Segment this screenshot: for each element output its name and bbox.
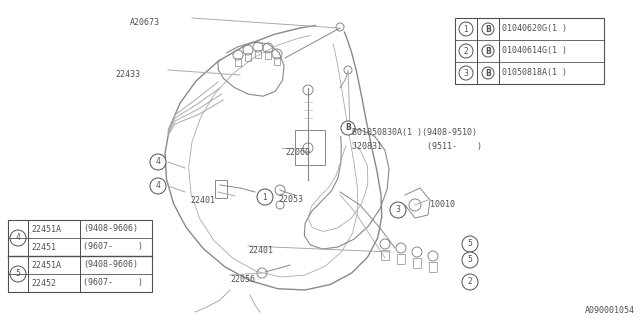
Text: 22056: 22056 <box>230 275 255 284</box>
Text: 22401: 22401 <box>248 246 273 255</box>
Bar <box>429 262 437 272</box>
Bar <box>397 254 405 264</box>
Text: A20673: A20673 <box>130 18 160 27</box>
Bar <box>255 50 261 58</box>
Circle shape <box>462 252 478 268</box>
Text: 22060: 22060 <box>285 148 310 157</box>
Circle shape <box>462 274 478 290</box>
Circle shape <box>150 154 166 170</box>
Text: 22053: 22053 <box>278 195 303 204</box>
Circle shape <box>482 45 494 57</box>
Text: 3: 3 <box>463 68 468 77</box>
Text: 4: 4 <box>156 157 161 166</box>
Text: 01040620G(1 ): 01040620G(1 ) <box>502 25 567 34</box>
Circle shape <box>10 266 26 282</box>
Circle shape <box>341 121 355 135</box>
Bar <box>265 51 271 59</box>
Text: 2: 2 <box>463 46 468 55</box>
Circle shape <box>459 66 473 80</box>
Text: (9607-     ): (9607- ) <box>83 243 143 252</box>
Text: 5: 5 <box>468 255 472 265</box>
Circle shape <box>390 202 406 218</box>
Text: B01050830A(1 )(9408-9510): B01050830A(1 )(9408-9510) <box>352 128 477 137</box>
Bar <box>215 180 227 198</box>
Text: 3: 3 <box>396 205 401 214</box>
Bar <box>381 250 389 260</box>
Circle shape <box>482 23 494 35</box>
Bar <box>274 57 280 65</box>
Circle shape <box>10 230 26 246</box>
Bar <box>8 220 152 292</box>
Text: 5: 5 <box>15 269 20 278</box>
Circle shape <box>459 22 473 36</box>
Bar <box>235 58 241 66</box>
Text: 22401: 22401 <box>190 196 215 205</box>
Text: (9408-9606): (9408-9606) <box>83 225 138 234</box>
Text: 01050818A(1 ): 01050818A(1 ) <box>502 68 567 77</box>
Circle shape <box>482 67 494 79</box>
Text: B: B <box>485 68 491 77</box>
Bar <box>413 258 421 268</box>
Text: (9408-9606): (9408-9606) <box>83 260 138 269</box>
Text: 2: 2 <box>468 277 472 286</box>
Text: 4: 4 <box>15 234 20 243</box>
Text: 10010: 10010 <box>430 200 455 209</box>
Bar <box>295 130 325 165</box>
Circle shape <box>150 178 166 194</box>
Text: B: B <box>485 25 491 34</box>
Text: A090001054: A090001054 <box>585 306 635 315</box>
Text: 4: 4 <box>156 181 161 190</box>
Text: B: B <box>485 46 491 55</box>
Text: 22451: 22451 <box>31 243 56 252</box>
Text: B: B <box>345 124 351 132</box>
Text: 01040614G(1 ): 01040614G(1 ) <box>502 46 567 55</box>
Text: 22451A: 22451A <box>31 260 61 269</box>
Text: J20831         (9511-    ): J20831 (9511- ) <box>352 142 482 151</box>
Text: 1: 1 <box>463 25 468 34</box>
Text: 22451A: 22451A <box>31 225 61 234</box>
Bar <box>245 53 251 61</box>
Circle shape <box>459 44 473 58</box>
Bar <box>455 18 604 84</box>
Text: (9607-     ): (9607- ) <box>83 278 143 287</box>
Text: 1: 1 <box>262 193 268 202</box>
Circle shape <box>257 189 273 205</box>
Circle shape <box>462 236 478 252</box>
Text: 22433: 22433 <box>115 70 140 79</box>
Text: 5: 5 <box>468 239 472 249</box>
Text: 22452: 22452 <box>31 278 56 287</box>
